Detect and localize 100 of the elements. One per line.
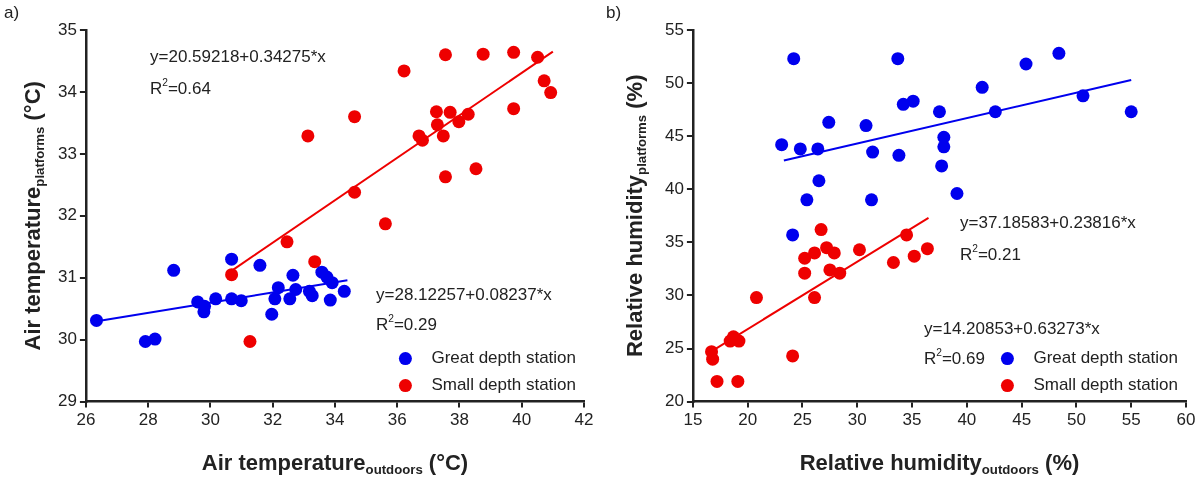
point [950,187,964,200]
chart-title: a) [4,3,20,22]
y-tick-label: 40 [664,178,684,198]
point [932,105,946,119]
x-tick-label: 34 [325,410,345,430]
point [812,174,826,188]
x-tick-label: 28 [138,410,158,430]
y-tick-label: 35 [664,232,684,252]
annotation: y=28.12257+0.08237*x [376,285,553,304]
point [507,102,521,116]
y-tick-label: 34 [57,81,77,101]
point [811,142,825,156]
point [859,119,873,133]
point [900,228,914,242]
point [786,349,800,363]
point [225,268,239,282]
point [906,94,920,108]
legend-label: Small depth station [1033,375,1178,395]
point [438,170,452,184]
point [378,217,392,231]
point [452,115,466,129]
point [935,159,949,173]
point [436,129,450,143]
point [253,258,267,272]
point [415,133,429,147]
point [537,74,551,88]
point [798,266,812,280]
point [268,292,282,306]
point [89,313,103,327]
point [1052,46,1066,60]
legend-label: Small depth station [431,375,576,395]
y-tick-label: 32 [57,205,77,225]
point [148,332,162,346]
x-tick-label: 35 [902,410,922,430]
point [265,307,279,321]
x-tick-label: 20 [738,410,758,430]
x-tick-label: 25 [793,410,812,430]
point [301,129,315,143]
point [243,335,257,349]
x-tick-label: 50 [1066,410,1086,430]
point [731,374,745,388]
x-tick-label: 55 [1121,410,1141,430]
point [271,281,285,295]
point [469,162,483,176]
x-tick-label: 30 [200,410,220,430]
point [429,105,443,119]
point [531,50,545,64]
point [308,255,322,269]
y-tick-label: 45 [664,125,684,145]
annotation: y=37.18583+0.23816*x [960,213,1137,232]
point [866,145,880,159]
point [814,223,828,237]
point [209,292,223,306]
point [225,252,239,266]
y-axis-title: Air temperatureplatforms (°C) [20,81,48,351]
chart-title: b) [606,3,622,22]
point [706,352,720,366]
point [798,251,812,265]
point [852,243,866,257]
y-tick-label: 29 [57,391,77,411]
point [975,80,989,94]
x-tick-label: 32 [263,410,283,430]
point [749,291,763,305]
point [289,283,303,296]
point [808,246,822,260]
x-tick-label: 38 [450,410,469,430]
point [348,185,362,199]
x-tick-label: 42 [574,410,594,430]
point [800,193,814,207]
point [325,276,339,290]
annotation: y=20.59218+0.34275*x [150,47,327,66]
point [787,52,801,66]
point [886,256,900,270]
point [337,284,351,298]
point [234,294,248,308]
x-tick-label: 60 [1176,410,1196,430]
point [167,263,181,277]
point [808,291,822,305]
y-tick-label: 35 [57,19,77,39]
point [920,242,934,256]
y-tick-label: 31 [57,267,77,287]
point [438,48,452,62]
x-tick-label: 30 [847,410,867,430]
point [461,107,475,121]
point [786,228,800,242]
x-tick-label: 45 [1012,410,1032,430]
point [286,268,300,282]
y-tick-label: 50 [664,72,684,92]
y-axis-title: Relative humidityplatforms (%) [622,74,650,358]
point [892,148,906,162]
point [305,289,319,303]
point [443,105,457,119]
x-tick-label: 40 [512,410,532,430]
point [283,292,297,306]
y-tick-label: 33 [57,143,77,163]
point [1076,89,1090,103]
point [348,110,362,124]
legend-label: Great depth station [431,348,576,368]
point [476,47,490,61]
point [507,45,521,59]
